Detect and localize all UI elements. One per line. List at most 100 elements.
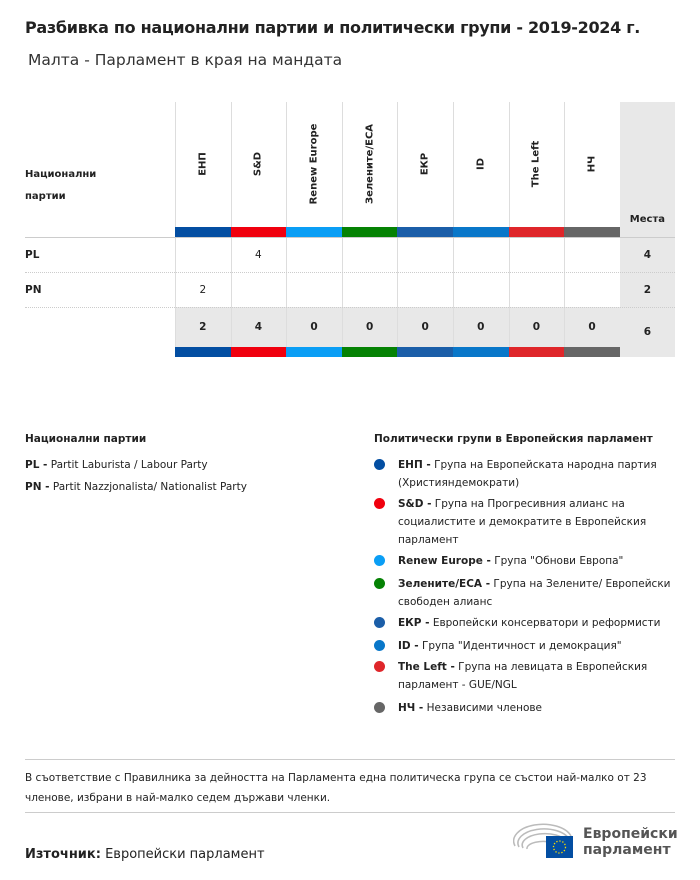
group-legend-text: ЕКР - Европейски консерватори и реформис…: [398, 614, 684, 632]
seat-count: 2: [199, 284, 207, 296]
party-abbr: PL -: [25, 459, 48, 471]
group-color-bar: [453, 227, 509, 237]
groups-legend-title: Политически групи в Европейския парламен…: [374, 433, 653, 445]
group-color-bar: [341, 227, 398, 237]
group-header-label: S&D: [252, 151, 264, 177]
group-header-label: ЕНП: [197, 152, 209, 176]
group-header: ЕНП: [175, 102, 231, 227]
group-header-label: Зелените/ЕСА: [364, 123, 376, 205]
group-header: ID: [453, 102, 509, 227]
group-color-bar: [564, 347, 620, 357]
group-color-dot-icon: [374, 661, 385, 672]
group-color-dot-icon: [374, 555, 385, 566]
group-legend-item: Зелените/ЕСА - Група на Зелените/ Европе…: [374, 575, 684, 611]
group-abbr: Renew Europe -: [398, 555, 491, 567]
group-color-dot-icon: [374, 702, 385, 713]
group-color-dot-icon: [374, 640, 385, 651]
source: Източник: Европейски парламент: [25, 847, 265, 862]
group-color-bar: [397, 347, 453, 357]
group-color-bar: [341, 347, 398, 357]
group-color-bar: [453, 347, 509, 357]
group-name: Независими членове: [426, 702, 543, 714]
group-header-label: Renew Europe: [308, 123, 320, 205]
group-name: Група на Прогресивния алианс на социалис…: [398, 498, 647, 546]
party-abbr: PN -: [25, 481, 50, 493]
footnote: В съответствие с Правилника за дейността…: [25, 772, 647, 804]
group-legend-item: НЧ - Независими членове: [374, 699, 684, 717]
group-color-dot-icon: [374, 498, 385, 509]
party-label: PN: [25, 284, 42, 296]
group-abbr: Зелените/ЕСА -: [398, 578, 491, 590]
group-legend-item: The Left - Група на левицата в Европейск…: [374, 658, 684, 694]
group-color-bar: [175, 347, 231, 357]
page-title: Разбивка по национални партии и политиче…: [25, 18, 641, 37]
parties-legend-title: Национални партии: [25, 433, 147, 445]
table-row: 2 4 0 0 0 0 0 0 6: [25, 307, 675, 347]
seat-count: 0: [532, 321, 541, 333]
seat-count: 0: [477, 321, 485, 333]
group-abbr: ЕНП -: [398, 459, 431, 471]
group-color-dot-icon: [374, 459, 385, 470]
group-legend-text: Renew Europe - Група "Обнови Европа": [398, 552, 684, 570]
seat-count: 4: [254, 321, 263, 333]
group-abbr: ЕКР -: [398, 617, 430, 629]
group-legend-text: НЧ - Независими членове: [398, 699, 684, 717]
seat-count: 0: [310, 321, 318, 333]
group-color-dot-icon: [374, 617, 385, 628]
group-legend-text: The Left - Група на левицата в Европейск…: [398, 658, 684, 694]
seats-header: Места: [629, 214, 665, 225]
divider: [25, 759, 675, 760]
group-legend-item: ЕКР - Европейски консерватори и реформис…: [374, 614, 684, 632]
group-header-label: ЕКР: [419, 152, 431, 176]
group-legend-text: ID - Група "Идентичност и демокрация": [398, 637, 684, 655]
group-header: Renew Europe: [286, 102, 342, 227]
group-abbr: The Left -: [398, 661, 455, 673]
seat-count: 0: [588, 321, 596, 333]
group-name: Група на левицата в Европейския парламен…: [398, 661, 648, 691]
group-color-bar: [286, 347, 342, 357]
logo-text: Европейски парламент: [583, 826, 678, 858]
group-name: Група на Европейската народна партия (Хр…: [398, 459, 657, 489]
group-header: Зелените/ЕСА: [342, 102, 398, 227]
source-value: Европейски парламент: [105, 847, 265, 862]
group-color-bar: [286, 227, 342, 237]
seat-total: 4: [643, 249, 652, 261]
seat-count: 0: [365, 321, 374, 333]
group-color-bar: [175, 227, 231, 237]
group-name: Европейски консерватори и реформисти: [432, 617, 661, 629]
group-color-bar: [397, 227, 453, 237]
table-row: PN 2 2: [25, 272, 675, 307]
party-name: Partit Nazzjonalista/ Nationalist Party: [52, 481, 247, 493]
party-name: Partit Laburista / Labour Party: [50, 459, 208, 471]
group-header: ЕКР: [397, 102, 453, 227]
group-legend-text: Зелените/ЕСА - Група на Зелените/ Европе…: [398, 575, 684, 611]
group-color-bar: [230, 227, 287, 237]
group-legend-item: S&D - Група на Прогресивния алианс на со…: [374, 495, 684, 549]
group-name: Група на Зелените/ Европейски свободен а…: [398, 578, 671, 608]
party-legend-item: PN - Partit Nazzjonalista/ Nationalist P…: [25, 481, 247, 493]
seat-total: 2: [643, 284, 652, 296]
seat-count: 4: [255, 249, 262, 261]
group-color-bar: [508, 227, 565, 237]
parliament-hemicycle-icon: [512, 823, 573, 858]
group-header-label: НЧ: [586, 155, 598, 173]
seats-column: [619, 102, 675, 357]
seat-count: 0: [421, 321, 429, 333]
group-color-bar: [508, 347, 565, 357]
group-header-label: The Left: [530, 140, 542, 188]
group-legend-item: ID - Група "Идентичност и демокрация": [374, 637, 684, 655]
divider: [25, 812, 675, 813]
seat-count: 2: [199, 321, 207, 333]
ep-logo: Европейски парламент: [512, 822, 683, 862]
group-color-dot-icon: [374, 578, 385, 589]
group-name: Група "Обнови Европа": [494, 555, 624, 567]
table-row: PL 4 4: [25, 237, 675, 272]
group-name: Група "Идентичност и демокрация": [421, 640, 622, 652]
group-legend-item: Renew Europe - Група "Обнови Европа": [374, 552, 684, 570]
group-legend-text: ЕНП - Група на Европейската народна парт…: [398, 456, 684, 492]
group-header: НЧ: [564, 102, 620, 227]
seat-total: 6: [643, 326, 652, 338]
row-header: Национални партии: [25, 169, 97, 202]
group-legend-text: S&D - Група на Прогресивния алианс на со…: [398, 495, 684, 549]
source-label: Източник:: [25, 847, 101, 862]
